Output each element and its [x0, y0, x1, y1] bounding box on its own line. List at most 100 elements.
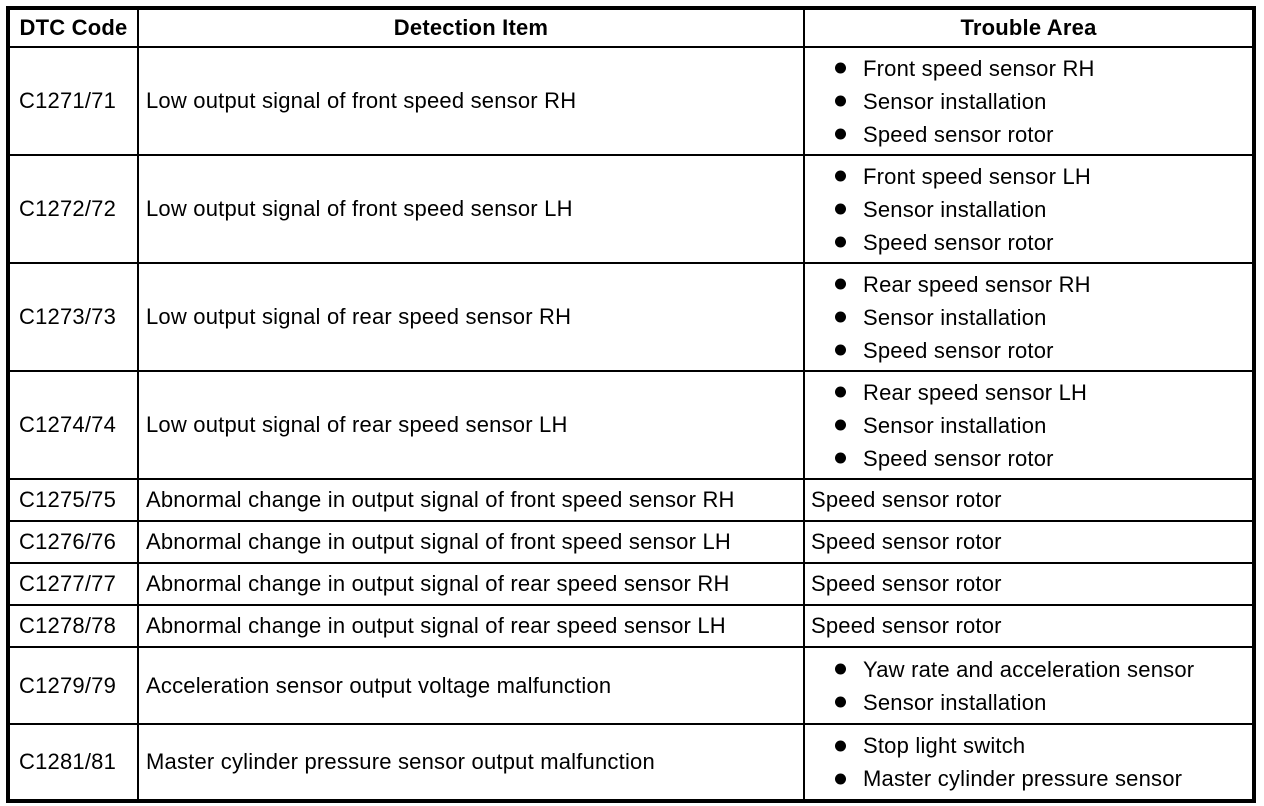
detection-item-cell: Low output signal of rear speed sensor R…: [137, 262, 805, 372]
table-body: C1271/71 Low output signal of front speed…: [7, 46, 1255, 802]
dtc-code-cell: C1273/73: [7, 262, 139, 372]
bullet-icon: [835, 344, 846, 356]
dtc-code-cell: C1278/78: [7, 604, 139, 648]
trouble-area-cell: Front speed sensor LH Sensor installation…: [803, 154, 1255, 264]
table-row: C1274/74 Low output signal of rear speed …: [7, 370, 1255, 480]
table-header-row: DTC Code Detection Item Trouble Area: [7, 7, 1255, 48]
trouble-area-item: Sensor installation: [835, 686, 1251, 719]
trouble-area-item: Stop light switch: [835, 729, 1251, 762]
dtc-code-cell: C1277/77: [7, 562, 139, 606]
trouble-area-item-label: Sensor installation: [863, 304, 1047, 330]
bullet-icon: [835, 170, 846, 182]
dtc-code-cell: C1274/74: [7, 370, 139, 480]
trouble-area-item-label: Yaw rate and acceleration sensor: [863, 656, 1195, 682]
table-row: C1272/72 Low output signal of front speed…: [7, 154, 1255, 264]
trouble-area-cell: Speed sensor rotor: [803, 604, 1255, 648]
trouble-area-item-label: Speed sensor rotor: [863, 121, 1054, 147]
col-header-dtc-code: DTC Code: [7, 7, 139, 48]
detection-item-cell: Low output signal of front speed sensor …: [137, 46, 805, 156]
bullet-icon: [835, 236, 846, 248]
col-header-detection-item: Detection Item: [137, 7, 805, 48]
trouble-area-list: Front speed sensor RH Sensor installation…: [806, 52, 1251, 151]
bullet-icon: [835, 419, 846, 431]
trouble-area-item: Master cylinder pressure sensor: [835, 762, 1251, 795]
dtc-code-cell: C1276/76: [7, 520, 139, 564]
dtc-code-cell: C1281/81: [7, 723, 139, 802]
detection-item-cell: Abnormal change in output signal of fron…: [137, 520, 805, 564]
table-row: C1277/77 Abnormal change in output signal…: [7, 562, 1255, 606]
dtc-code-cell: C1275/75: [7, 478, 139, 522]
trouble-area-item: Front speed sensor RH: [835, 52, 1251, 85]
trouble-area-item: Front speed sensor LH: [835, 160, 1251, 193]
trouble-area-cell: Speed sensor rotor: [803, 562, 1255, 606]
trouble-area-cell: Yaw rate and acceleration sensor Sensor i…: [803, 646, 1255, 725]
trouble-area-item-label: Sensor installation: [863, 412, 1047, 438]
detection-item-cell: Master cylinder pressure sensor output m…: [137, 723, 805, 802]
bullet-icon: [835, 663, 846, 675]
trouble-area-item: Sensor installation: [835, 193, 1251, 226]
trouble-area-item: Rear speed sensor LH: [835, 376, 1251, 409]
table-row: C1278/78 Abnormal change in output signal…: [7, 604, 1255, 648]
trouble-area-item: Sensor installation: [835, 409, 1251, 442]
trouble-area-item: Sensor installation: [835, 301, 1251, 334]
bullet-icon: [835, 452, 846, 464]
col-header-trouble-area: Trouble Area: [803, 7, 1255, 48]
trouble-area-item: Rear speed sensor RH: [835, 268, 1251, 301]
bullet-icon: [835, 203, 846, 215]
trouble-area-item-label: Speed sensor rotor: [863, 337, 1054, 363]
bullet-icon: [835, 62, 846, 74]
trouble-area-cell: Speed sensor rotor: [803, 478, 1255, 522]
table-row: C1271/71 Low output signal of front speed…: [7, 46, 1255, 156]
trouble-area-item-label: Rear speed sensor LH: [863, 379, 1088, 405]
table-row: C1273/73 Low output signal of rear speed …: [7, 262, 1255, 372]
trouble-area-item-label: Sensor installation: [863, 88, 1047, 114]
trouble-area-item: Speed sensor rotor: [835, 118, 1251, 151]
trouble-area-cell: Rear speed sensor RH Sensor installation S…: [803, 262, 1255, 372]
trouble-area-item: Speed sensor rotor: [835, 334, 1251, 367]
trouble-area-list: Stop light switch Master cylinder pressur…: [806, 729, 1251, 795]
detection-item-cell: Acceleration sensor output voltage malfu…: [137, 646, 805, 725]
bullet-icon: [835, 128, 846, 140]
trouble-area-list: Rear speed sensor LH Sensor installation S…: [806, 376, 1251, 475]
detection-item-cell: Low output signal of front speed sensor …: [137, 154, 805, 264]
table-row: C1276/76 Abnormal change in output signal…: [7, 520, 1255, 564]
trouble-area-item-label: Rear speed sensor RH: [863, 271, 1091, 297]
trouble-area-cell: Speed sensor rotor: [803, 520, 1255, 564]
dtc-code-cell: C1272/72: [7, 154, 139, 264]
dtc-code-cell: C1279/79: [7, 646, 139, 725]
bullet-icon: [835, 696, 846, 708]
bullet-icon: [835, 740, 846, 751]
detection-item-cell: Low output signal of rear speed sensor L…: [137, 370, 805, 480]
trouble-area-cell: Stop light switch Master cylinder pressur…: [803, 723, 1255, 802]
detection-item-cell: Abnormal change in output signal of rear…: [137, 562, 805, 606]
bullet-icon: [835, 95, 846, 107]
trouble-area-item-label: Speed sensor rotor: [863, 445, 1054, 471]
trouble-area-list: Rear speed sensor RH Sensor installation S…: [806, 268, 1251, 367]
trouble-area-item: Speed sensor rotor: [835, 442, 1251, 475]
dtc-code-cell: C1271/71: [7, 46, 139, 156]
detection-item-cell: Abnormal change in output signal of rear…: [137, 604, 805, 648]
trouble-area-item-label: Front speed sensor LH: [863, 163, 1091, 189]
bullet-icon: [835, 311, 846, 323]
trouble-area-item-label: Sensor installation: [863, 689, 1047, 715]
trouble-area-item: Speed sensor rotor: [835, 226, 1251, 259]
trouble-area-list: Yaw rate and acceleration sensor Sensor i…: [806, 653, 1251, 719]
trouble-area-item-label: Front speed sensor RH: [863, 55, 1095, 81]
table-row: C1279/79 Acceleration sensor output volta…: [7, 646, 1255, 725]
table-row: C1281/81 Master cylinder pressure sensor …: [7, 723, 1255, 802]
trouble-area-item: Yaw rate and acceleration sensor: [835, 653, 1251, 686]
trouble-area-item-label: Master cylinder pressure sensor: [863, 766, 1183, 791]
bullet-icon: [835, 773, 846, 784]
table-row: C1275/75 Abnormal change in output signal…: [7, 478, 1255, 522]
detection-item-cell: Abnormal change in output signal of fron…: [137, 478, 805, 522]
trouble-area-list: Front speed sensor LH Sensor installation…: [806, 160, 1251, 259]
trouble-area-cell: Front speed sensor RH Sensor installation…: [803, 46, 1255, 156]
trouble-area-item-label: Sensor installation: [863, 196, 1047, 222]
trouble-area-item-label: Stop light switch: [863, 733, 1026, 758]
bullet-icon: [835, 278, 846, 290]
dtc-code-table: DTC Code Detection Item Trouble Area C12…: [6, 6, 1256, 803]
trouble-area-item-label: Speed sensor rotor: [863, 229, 1054, 255]
trouble-area-item: Sensor installation: [835, 85, 1251, 118]
bullet-icon: [835, 386, 846, 398]
